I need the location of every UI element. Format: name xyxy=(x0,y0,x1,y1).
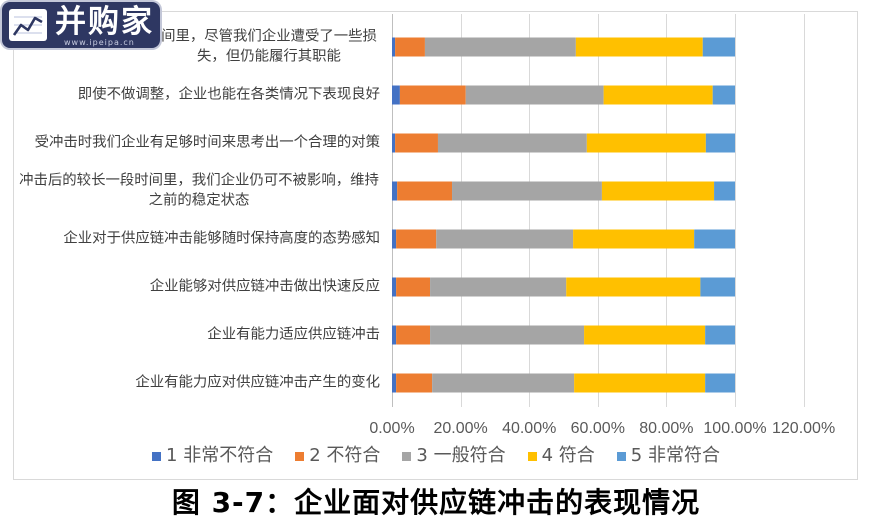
bar-segment-series-2-row-1 xyxy=(395,37,425,57)
bar-segment-series-3-row-1 xyxy=(424,37,576,57)
x-axis-tick-labels: 0.00% 20.00% 40.00% 60.00% 80.00% 100.00% 120.… xyxy=(369,420,835,437)
category-label: 企业对于供应链冲击能够随时保持高度的态势感知 xyxy=(63,230,380,247)
legend-label: 1 非常不符合 xyxy=(166,445,274,466)
bar-segment-series-5-row-1 xyxy=(702,37,735,57)
category-label: 企业有能力适应供应链冲击 xyxy=(207,326,380,343)
bar-segment-series-4-row-4 xyxy=(601,181,715,201)
bar-segment-series-5-row-7 xyxy=(705,325,735,345)
bar-segment-series-3-row-7 xyxy=(430,325,585,345)
bar-segment-series-4-row-2 xyxy=(603,85,713,105)
bar-segment-series-5-row-8 xyxy=(705,373,735,393)
legend-item-4: 4 符合 xyxy=(527,445,595,467)
bar-segment-series-4-row-3 xyxy=(586,133,706,153)
legend-label: 5 非常符合 xyxy=(630,445,720,466)
bar-segment-series-1-row-5 xyxy=(392,229,397,249)
bar-segment-series-1-row-3 xyxy=(392,133,396,153)
legend-swatch xyxy=(527,451,537,461)
bar-segment-series-1-row-7 xyxy=(392,325,397,345)
bar-segment-series-5-row-2 xyxy=(712,85,735,105)
bar-segment-series-1-row-1 xyxy=(392,37,396,57)
bar-segment-series-3-row-6 xyxy=(430,277,567,297)
figure-caption: 图 3-7：企业面对供应链冲击的表现情况 xyxy=(171,486,701,519)
category-label: 企业能够对供应链冲击做出快速反应 xyxy=(149,278,380,295)
x-tick-label: 120.00% xyxy=(772,420,835,437)
legend-swatch xyxy=(402,451,412,461)
bar-segment-series-5-row-5 xyxy=(694,229,735,249)
bar-segment-series-1-row-4 xyxy=(392,181,398,201)
logo-name: 并购家 xyxy=(55,4,154,40)
bar-segment-series-2-row-5 xyxy=(396,229,437,249)
bar-segment-series-1-row-6 xyxy=(392,277,397,297)
legend-swatch xyxy=(295,451,305,461)
legend-item-2: 2 不符合 xyxy=(295,445,380,467)
x-tick-label: 40.00% xyxy=(502,420,556,437)
watermark-logo: 并购家 www.ipeipa.cn xyxy=(2,2,160,48)
category-label: 冲击后的较长一段时间里，我们企业仍可不被影响，维持之前的稳定状态 xyxy=(19,172,379,209)
legend-label: 4 符合 xyxy=(541,445,595,466)
legend-label: 2 不符合 xyxy=(309,445,381,466)
x-tick-label: 80.00% xyxy=(639,420,693,437)
x-tick-label: 20.00% xyxy=(433,420,487,437)
bar-segment-series-2-row-6 xyxy=(396,277,431,297)
bar-segment-series-4-row-1 xyxy=(575,37,703,57)
bar-segment-series-5-row-4 xyxy=(714,181,735,201)
category-label: 企业有能力应对供应链冲击产生的变化 xyxy=(135,374,380,391)
bar-segment-series-3-row-5 xyxy=(436,229,574,249)
category-label: 受冲击时我们企业有足够时间来思考出一个合理的对策 xyxy=(34,134,380,151)
x-tick-label: 60.00% xyxy=(571,420,625,437)
legend-label: 3 一般符合 xyxy=(416,445,506,466)
legend-swatch xyxy=(152,451,162,461)
bar-segment-series-2-row-7 xyxy=(396,325,431,345)
bar-segment-series-1-row-8 xyxy=(392,373,397,393)
bar-segment-series-2-row-4 xyxy=(397,181,453,201)
category-label: 即使不做调整，企业也能在各类情况下表现良好 xyxy=(77,86,380,103)
legend-item-3: 3 一般符合 xyxy=(402,445,506,467)
bar-segment-series-4-row-8 xyxy=(574,373,706,393)
bar-segment-series-4-row-5 xyxy=(573,229,695,249)
line-chart-icon xyxy=(9,9,47,41)
x-tick-label: 100.00% xyxy=(703,420,766,437)
chart-frame xyxy=(13,11,858,480)
bar-segment-series-5-row-3 xyxy=(705,133,735,153)
legend-item-1: 1 非常不符合 xyxy=(152,445,273,467)
category-label: 间里，尽管我们企业遭受了一些损失，但仍能履行其职能 xyxy=(161,28,377,65)
bar-segment-series-3-row-8 xyxy=(432,373,575,393)
bar-segment-series-5-row-6 xyxy=(700,277,735,297)
bar-segment-series-1-row-2 xyxy=(392,85,400,105)
bar-segment-series-2-row-3 xyxy=(395,133,438,153)
bars xyxy=(392,37,735,393)
bar-segment-series-2-row-8 xyxy=(396,373,433,393)
bar-segment-series-2-row-2 xyxy=(399,85,466,105)
logo-site: www.ipeipa.cn xyxy=(64,38,135,47)
x-tick-label: 0.00% xyxy=(369,420,414,437)
bar-segment-series-3-row-4 xyxy=(452,181,602,201)
bar-segment-series-3-row-2 xyxy=(465,85,604,105)
bar-segment-series-4-row-6 xyxy=(566,277,701,297)
legend-item-5: 5 非常符合 xyxy=(616,445,720,467)
bar-segment-series-3-row-3 xyxy=(437,133,587,153)
legend: 1 非常不符合 2 不符合 3 一般符合 4 符合 5 非常符合 xyxy=(0,445,872,467)
bar-segment-series-4-row-7 xyxy=(584,325,706,345)
legend-swatch xyxy=(616,451,626,461)
